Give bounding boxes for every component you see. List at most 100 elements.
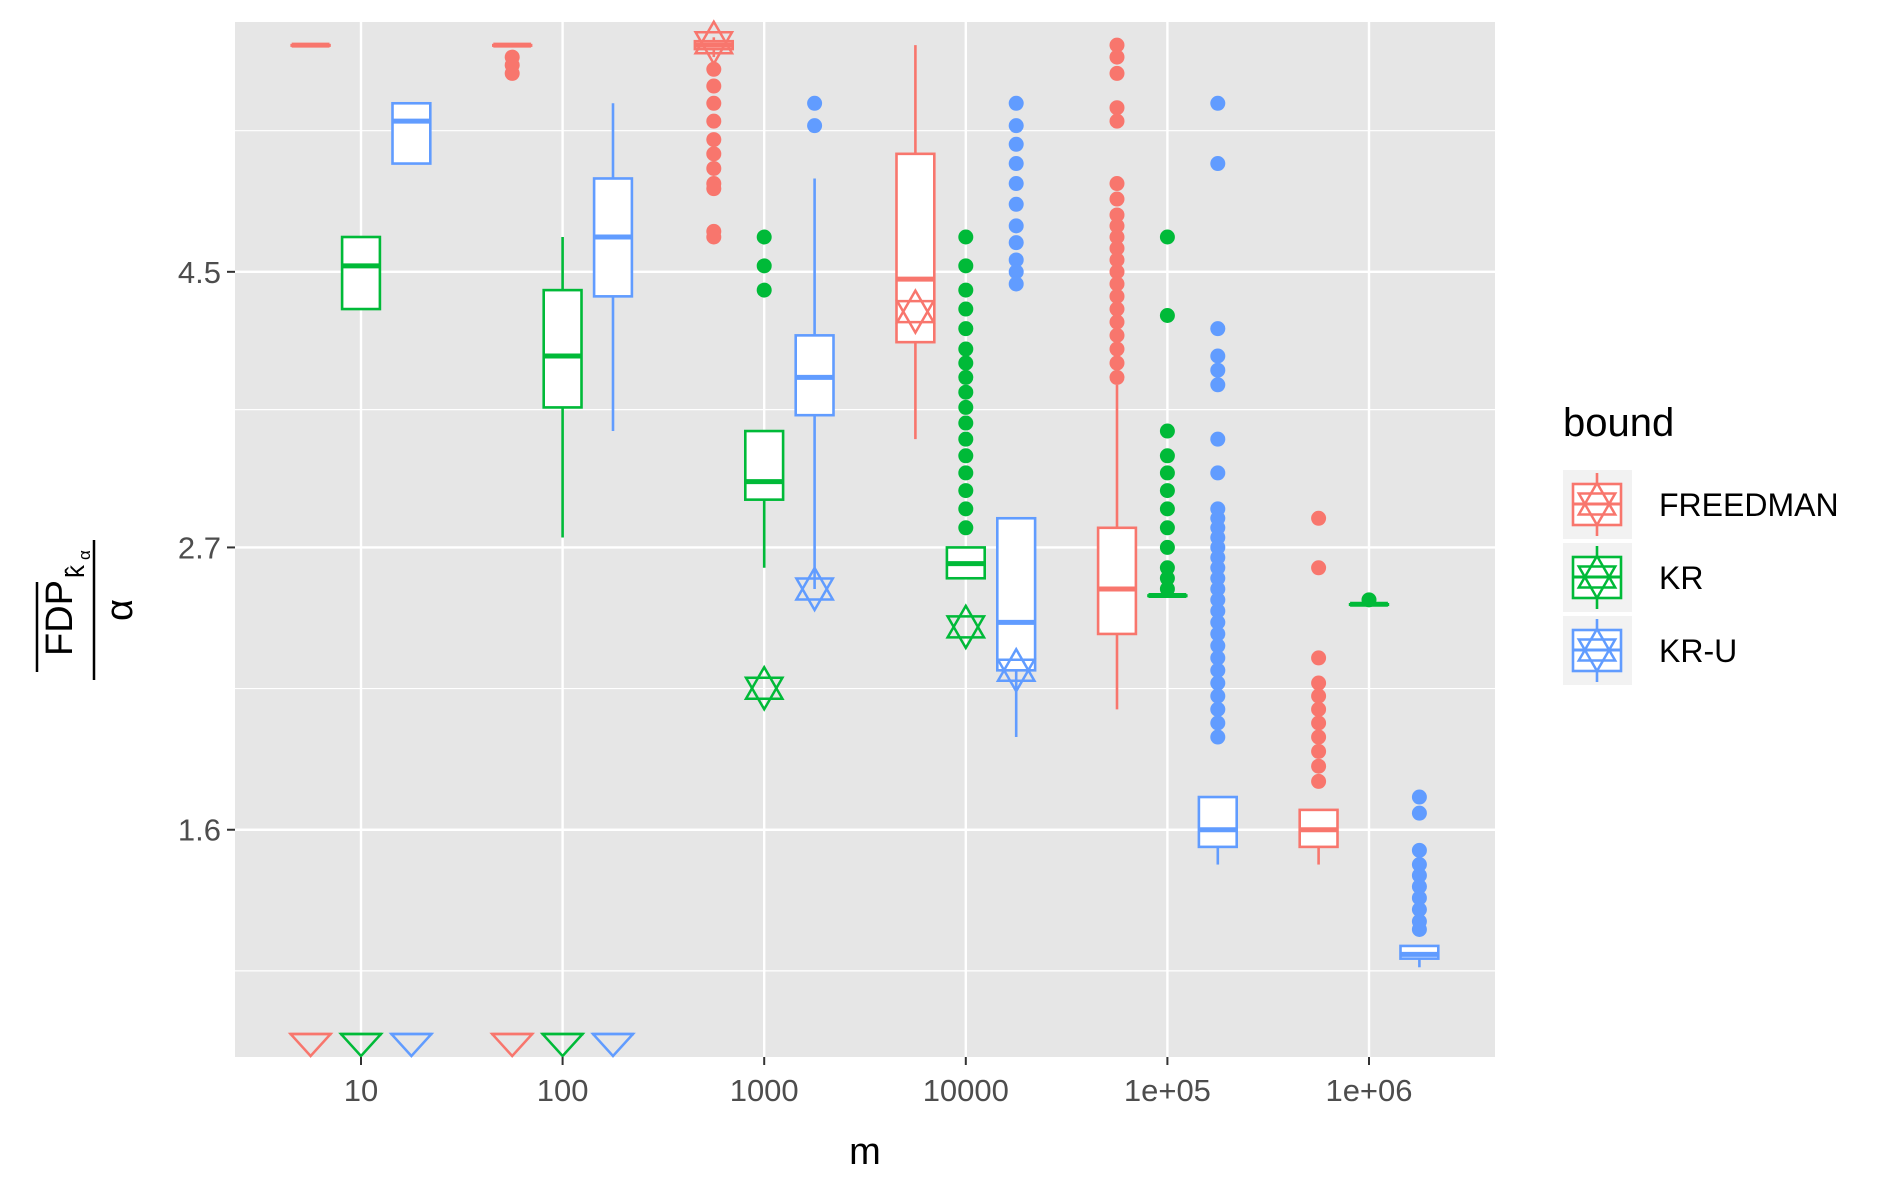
outlier-point [1008,252,1024,268]
mean-star-down [743,676,785,712]
outlier-point [1159,560,1175,576]
outlier-point [958,448,974,464]
outlier-point [1210,614,1226,630]
outlier-point [1210,592,1226,608]
outlier-point [958,384,974,400]
x-tick-label: 100 [537,1073,589,1108]
outlier-point [1411,879,1427,895]
outlier-point [958,258,974,274]
outlier-point [1109,314,1125,330]
outlier-point [1210,688,1226,704]
mean-star-down [945,615,987,651]
outlier-point [807,118,823,134]
outlier-point [1008,176,1024,192]
outlier-point [1159,483,1175,499]
legend-title: bound [1563,401,1674,445]
mean-star [693,19,735,67]
legend-key-kr-u [1563,616,1632,685]
minor-gridlines [235,130,1495,972]
outlier-point [706,132,722,148]
outlier-point [1210,626,1226,642]
outlier-point [1008,156,1024,172]
outlier-point [1411,902,1427,918]
box-iqr [542,288,583,409]
outlier-point [1159,570,1175,586]
outlier-point [1159,308,1175,324]
outlier-point [1210,581,1226,597]
y-axis: 1.6 2.7 4.5 [178,255,235,848]
box-freedman-10000 [895,45,936,440]
outlier-point [1109,327,1125,343]
outlier-point [756,258,772,274]
outlier-point [1109,176,1125,192]
outlier-point [1159,539,1175,555]
outlier-point [1311,675,1327,691]
outlier-point [958,431,974,447]
outlier-point [1008,264,1024,280]
box-kr-1000 [743,229,785,712]
outlier-point [1109,191,1125,207]
data-marks [287,19,1440,1058]
outlier-point [1411,921,1427,937]
outlier-point [1210,431,1226,447]
outlier-point [1311,510,1327,526]
legend-key-freedman [1563,470,1632,539]
box-iqr [391,101,432,165]
outlier-point [1159,229,1175,245]
box-kr-u-100 [590,103,636,1058]
outlier-point [504,65,520,81]
outlier-point [706,61,722,77]
outlier-point [1210,603,1226,619]
outlier-point [1159,520,1175,536]
legend-key-star [1576,626,1618,674]
outlier-point [1210,650,1226,666]
box-iqr [340,235,382,311]
outlier-point [1311,729,1327,745]
x-tick-label: 1e+06 [1325,1073,1412,1108]
mean-star [743,664,785,712]
x-tick-label: 1000 [730,1073,799,1108]
outlier-point [1109,240,1125,256]
box-kr-u-1e-06 [1399,789,1440,968]
legend-key-star-up [1576,480,1618,516]
outlier-point [1109,49,1125,65]
outlier-point [1109,369,1125,385]
outlier-point [958,341,974,357]
outlier-point [1210,675,1226,691]
outlier-point [1109,341,1125,357]
legend-key-star [1576,553,1618,601]
box-kr-1e-06 [1348,592,1390,608]
y-axis-title-subscript-index: α [75,550,94,560]
y-axis-title-denominator: α [99,599,141,621]
x-axis-title: m [849,1131,881,1173]
outlier-point [1411,842,1427,858]
mean-star [794,565,835,613]
outlier-point [1210,156,1226,172]
legend: bound FREEDMAN KR KR-U [1563,401,1839,685]
outlier-point [1109,207,1125,223]
outlier-point [1411,857,1427,873]
legend-label-kr-u: KR-U [1659,633,1737,669]
outlier-point [1109,218,1125,234]
box-kr-u-10000 [995,95,1037,738]
outlier-point [1411,805,1427,821]
outlier-point [1008,276,1024,292]
mean-star-down [995,658,1037,694]
series-kr [338,229,1390,1058]
mean-star-down [895,299,936,336]
outlier-point [1411,890,1427,906]
mean-star-down [693,31,735,67]
outlier-point [1159,423,1175,439]
outlier-point [958,369,974,385]
outlier-point [706,78,722,94]
outlier-point [1210,570,1226,586]
outlier-point [1210,377,1226,393]
outlier-point [706,113,722,129]
mean-star-up [995,646,1037,683]
outlier-point [1210,662,1226,678]
outlier-point [958,483,974,499]
outlier-point [1159,581,1175,597]
outlier-point [1109,264,1125,280]
series-kr-u [388,95,1440,1058]
outlier-point [1311,688,1327,704]
